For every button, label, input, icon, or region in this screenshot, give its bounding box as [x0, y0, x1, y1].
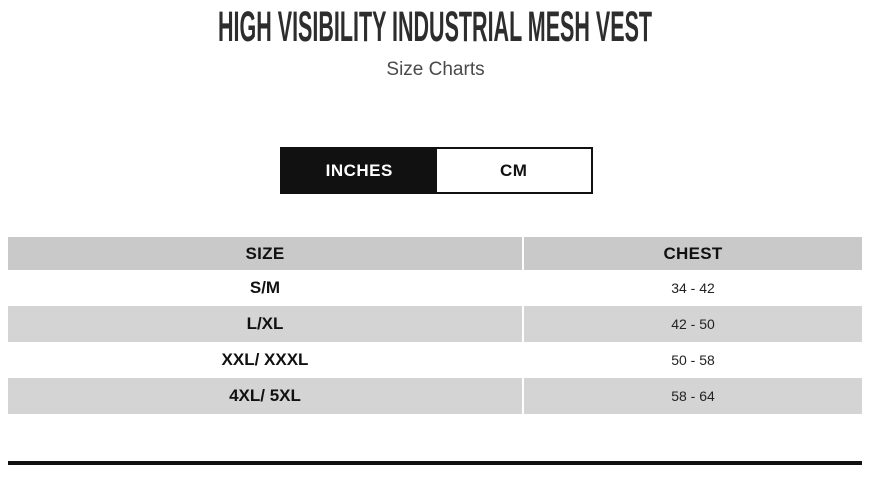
- bottom-divider: [8, 461, 862, 465]
- column-header-chest: CHEST: [522, 237, 862, 270]
- cutoff-close-icon: ˟ ˟: [830, 0, 867, 2]
- tab-inches[interactable]: INCHES: [282, 149, 437, 192]
- product-title-text: HIGH VISIBILITY INDUSTRIAL MESH VEST: [218, 3, 653, 51]
- unit-tab-group: INCHES CM: [280, 147, 593, 194]
- size-value: 4XL/ 5XL: [229, 386, 301, 405]
- table-row: L/XL 42 - 50: [8, 306, 862, 342]
- table-row: 4XL/ 5XL 58 - 64: [8, 378, 862, 414]
- size-value: XXL/ XXXL: [221, 350, 309, 369]
- column-header-size: SIZE: [245, 243, 285, 263]
- size-value: S/M: [249, 278, 281, 297]
- tab-inches-label: INCHES: [325, 160, 393, 180]
- tab-cm-label: CM: [500, 160, 528, 180]
- size-value: L/XL: [246, 314, 284, 333]
- table-row: S/M 34 - 42: [8, 270, 862, 306]
- chest-value: 58 - 64: [522, 378, 862, 414]
- chest-value: 34 - 42: [522, 270, 862, 306]
- tab-cm[interactable]: CM: [436, 149, 591, 192]
- chest-value: 50 - 58: [522, 342, 862, 378]
- table-header-row: SIZE CHEST: [8, 237, 862, 270]
- size-chart-table: SIZE CHEST S/M 34 - 42 L/XL 42 - 50 XXL/…: [8, 237, 862, 414]
- chest-value: 42 - 50: [522, 306, 862, 342]
- table-row: XXL/ XXXL 50 - 58: [8, 342, 862, 378]
- page-title: HIGH VISIBILITY INDUSTRIAL MESH VEST: [0, 6, 871, 49]
- page-subtitle: Size Charts: [386, 59, 485, 80]
